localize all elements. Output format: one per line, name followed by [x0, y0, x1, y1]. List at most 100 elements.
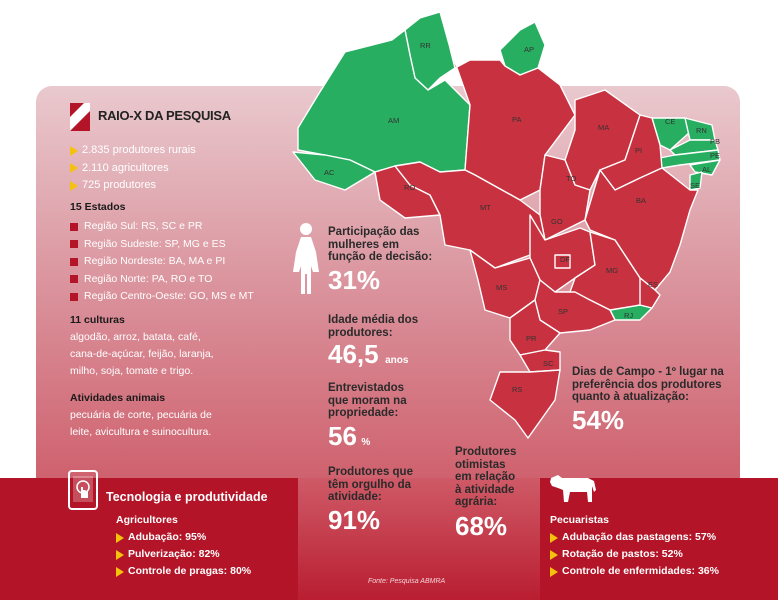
cultures-text: algodão, arroz, batata, café, cana-de-aç… [70, 331, 214, 377]
map-label-al: AL [702, 165, 711, 174]
counts-list: 2.835 produtores rurais 2.110 agricultor… [70, 142, 196, 195]
list-item: 2.835 produtores rurais [70, 142, 196, 160]
triangle-bullet-icon [550, 532, 558, 543]
map-label-rr: RR [420, 41, 431, 50]
state-ba [584, 167, 699, 291]
brand-logo-icon [70, 103, 90, 131]
square-bullet-icon [70, 275, 78, 284]
square-bullet-icon [70, 257, 78, 266]
stat-age-label: Idade média dos produtores: [328, 314, 419, 339]
list-item: Região Centro-Oeste: GO, MS e MT [70, 288, 254, 306]
map-label-rn: RN [696, 126, 707, 135]
cow-icon [550, 475, 596, 502]
stat-women-label: Participação das mulheres em função de d… [328, 226, 433, 263]
list-item: Região Sul: RS, SC e PR [70, 218, 254, 236]
map-label-pb: PB [710, 137, 720, 146]
page-title: RAIO-X DA PESQUISA [98, 108, 231, 123]
state-mt [394, 161, 546, 269]
map-label-pe: PE [710, 151, 720, 160]
map-label-pi: PI [635, 146, 642, 155]
list-item: Rotação de pastos: 52% [550, 546, 719, 563]
stat-live-value-group: 56 % [328, 422, 370, 450]
woman-icon [293, 223, 319, 294]
animals-heading: Atividades animais [70, 392, 166, 404]
map-label-rj: RJ [624, 311, 633, 320]
map-label-ac: AC [324, 168, 335, 177]
stat-optimists-value: 68% [455, 511, 508, 541]
stat-age-unit: anos [385, 355, 409, 366]
map-label-ma: MA [598, 123, 609, 132]
map-label-es: ES [648, 280, 658, 289]
list-item: Região Norte: PA, RO e TO [70, 271, 254, 289]
source-note: Fonte: Pesquisa ABMRA [368, 578, 446, 585]
state-rs [489, 369, 561, 439]
map-label-ms: MS [496, 283, 507, 292]
livestock-list: Adubação das pastagens: 57% Rotação de p… [550, 529, 719, 580]
square-bullet-icon [70, 222, 78, 231]
regions-list: Região Sul: RS, SC e PR Região Sudeste: … [70, 218, 254, 306]
stat-optimists-label: Produtores otimistas em relação à ativid… [455, 446, 517, 508]
square-bullet-icon [70, 292, 78, 301]
triangle-bullet-icon [70, 163, 78, 174]
bottom-center-fade [298, 478, 540, 600]
stat-field-days-value: 54% [572, 405, 625, 435]
triangle-bullet-icon [550, 549, 558, 560]
touch-tablet-icon [68, 470, 98, 510]
tech-subheading: Agricultores [116, 514, 178, 526]
list-item: Controle de pragas: 80% [116, 563, 251, 580]
map-label-sc: SC [543, 359, 554, 368]
map-label-to: TO [566, 174, 576, 183]
list-item: 2.110 agricultores [70, 160, 196, 178]
map-label-rs: RS [512, 385, 522, 394]
stat-live-value: 56 [328, 421, 357, 451]
state-pr [509, 299, 561, 356]
state-se [689, 171, 703, 191]
map-label-go: GO [551, 217, 563, 226]
stat-live-label: Entrevistados que moram na propriedade: [328, 382, 407, 419]
list-item: 725 produtores [70, 177, 196, 195]
cultures-heading: 11 culturas [70, 314, 125, 326]
list-item: Adubação das pastagens: 57% [550, 529, 719, 546]
stat-women-value: 31% [328, 265, 381, 295]
tech-list: Adubação: 95% Pulverização: 82% Controle… [116, 529, 251, 580]
triangle-bullet-icon [116, 566, 124, 577]
map-label-pr: PR [526, 334, 537, 343]
stat-age-value-group: 46,5 anos [328, 340, 408, 368]
list-item: Região Nordeste: BA, MA e PI [70, 253, 254, 271]
map-label-pa: PA [512, 115, 521, 124]
map-label-ba: BA [636, 196, 646, 205]
state-df [554, 254, 571, 269]
stat-pride-value: 91% [328, 505, 381, 535]
triangle-bullet-icon [116, 549, 124, 560]
state-es [639, 277, 661, 309]
animals-text: pecuária de corte, pecuária de leite, av… [70, 409, 212, 438]
square-bullet-icon [70, 240, 78, 249]
triangle-bullet-icon [70, 145, 78, 156]
map-label-sp: SP [558, 307, 568, 316]
map-label-am: AM [388, 116, 399, 125]
list-item: Adubação: 95% [116, 529, 251, 546]
stat-live-unit: % [361, 437, 371, 448]
livestock-subheading: Pecuaristas [550, 514, 609, 526]
state-ma [564, 89, 641, 191]
triangle-bullet-icon [116, 532, 124, 543]
map-label-se: SE [690, 181, 700, 190]
map-label-mg: MG [606, 266, 618, 275]
map-label-ce: CE [665, 117, 675, 126]
map-label-ro: RO [404, 183, 415, 192]
map-label-df: DF [560, 255, 570, 264]
brazil-map: RR AP AM PA MA CE RN PB PE AL SE PI AC R… [292, 11, 721, 439]
map-label-ap: AP [524, 45, 534, 54]
list-item: Pulverização: 82% [116, 546, 251, 563]
triangle-bullet-icon [550, 566, 558, 577]
map-label-mt: MT [480, 203, 491, 212]
states-heading: 15 Estados [70, 201, 126, 213]
state-al [689, 159, 721, 176]
list-item: Região Sudeste: SP, MG e ES [70, 236, 254, 254]
stat-field-days-label: Dias de Campo - 1º lugar na preferência … [572, 366, 724, 403]
state-sc [519, 349, 561, 373]
stat-age-value: 46,5 [328, 339, 379, 369]
tech-title: Tecnologia e produtividade [106, 490, 268, 504]
triangle-bullet-icon [70, 180, 78, 191]
stat-pride-label: Produtores que têm orgulho da atividade: [328, 466, 413, 503]
